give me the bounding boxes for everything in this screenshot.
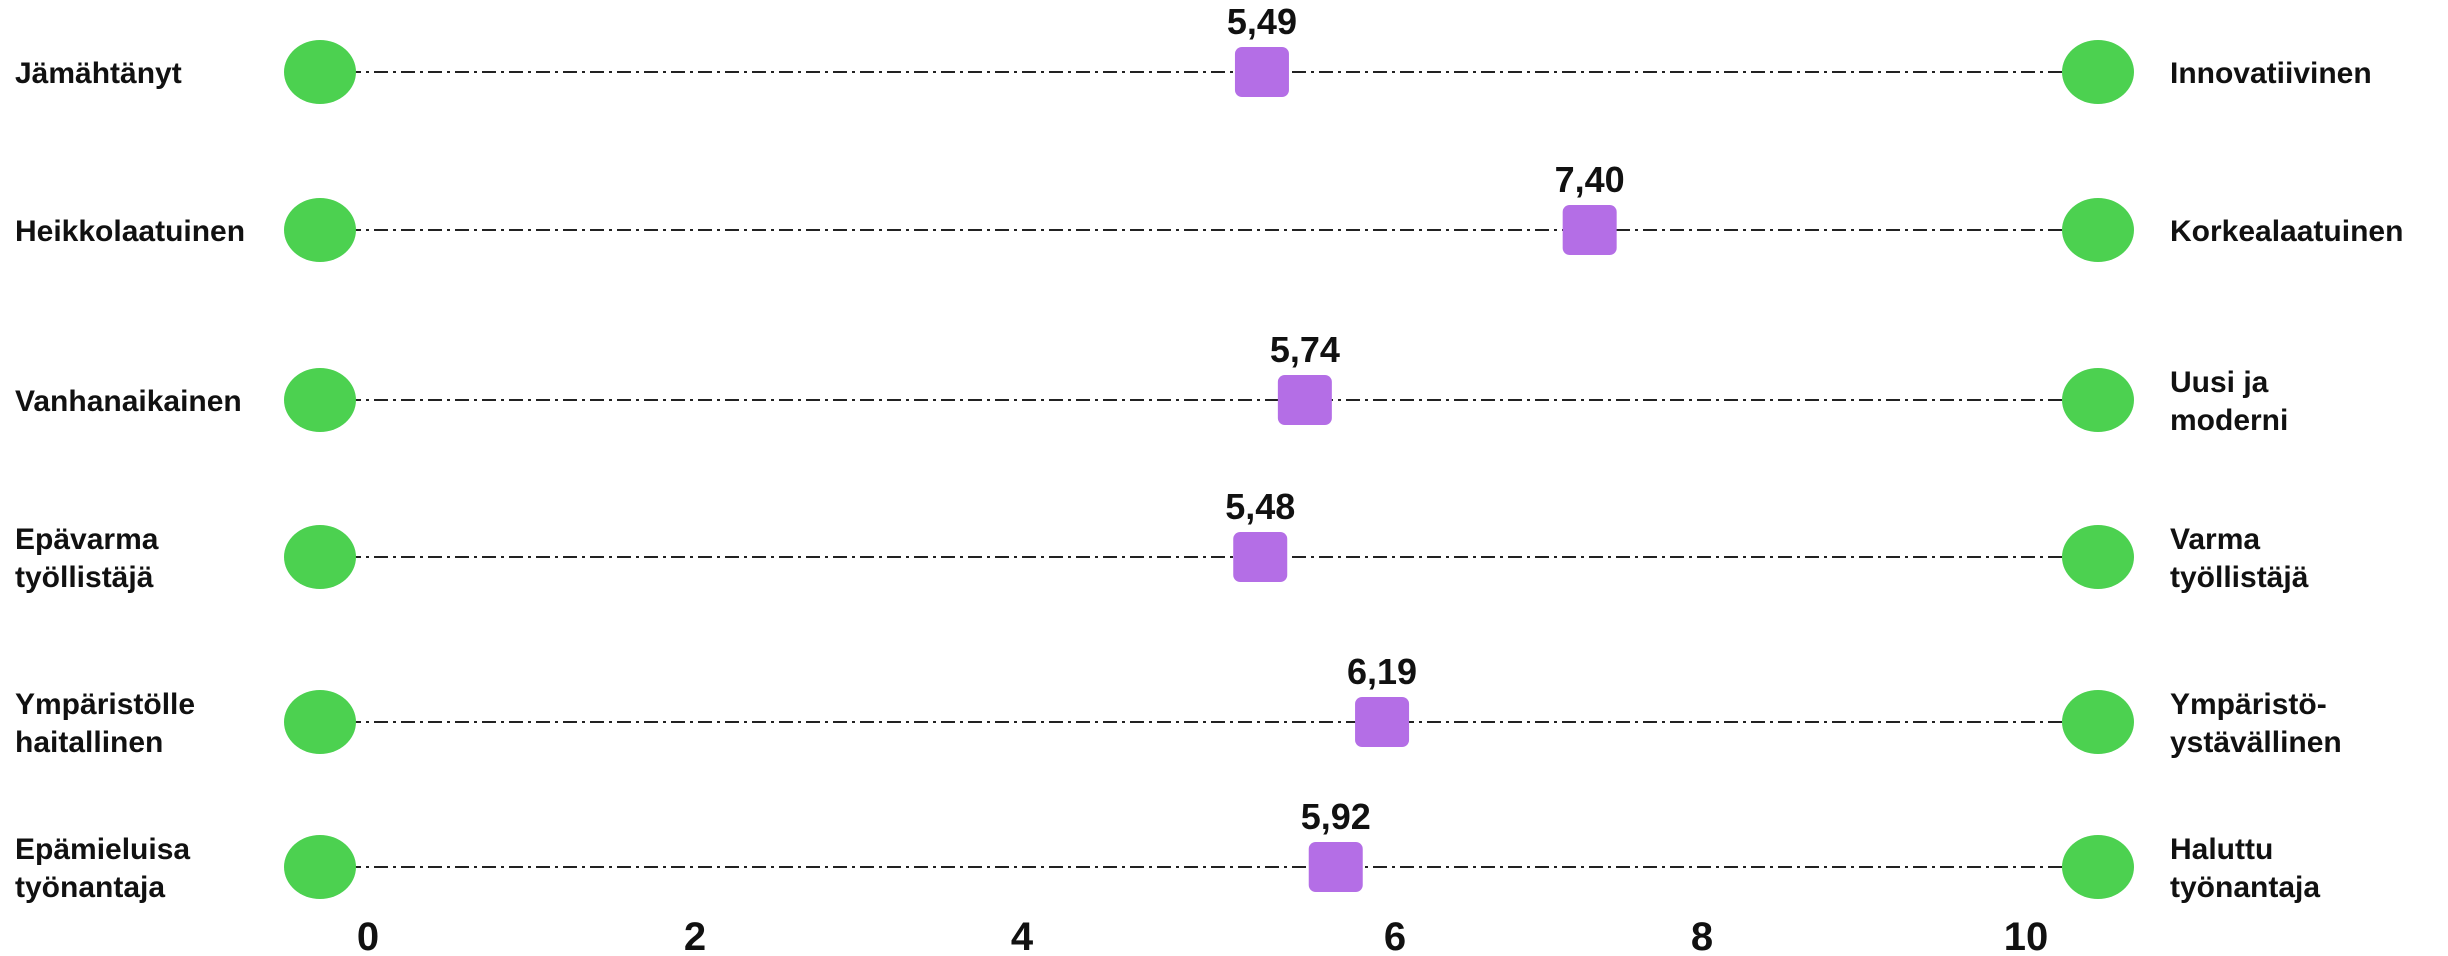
left-endpoint — [284, 525, 356, 589]
right-endpoint — [2062, 40, 2134, 104]
left-pole-label: Epävarma työllistäjä — [15, 523, 159, 594]
right-endpoint — [2062, 368, 2134, 432]
right-pole-label: Korkealaatuinen — [2170, 215, 2403, 248]
left-endpoint — [284, 835, 356, 899]
value-label: 5,92 — [1301, 796, 1371, 837]
x-tick-label: 2 — [684, 915, 706, 956]
left-pole-label: Ympäristölle haitallinen — [15, 688, 195, 759]
right-pole-label: Haluttu työnantaja — [2170, 833, 2320, 904]
right-pole-label: Ympäristö-ystävällinen — [2170, 688, 2342, 759]
scale-row: 5,92 Epämieluisa työnantaja Haluttu työnanta… — [15, 796, 2320, 904]
left-endpoint — [284, 198, 356, 262]
scale-row: 5,49 Jämähtänyt Innovatiivinen — [15, 1, 2372, 104]
left-pole-label: Epämieluisa työnantaja — [15, 833, 190, 904]
value-marker — [1562, 205, 1617, 255]
value-marker — [1277, 375, 1332, 425]
right-endpoint — [2062, 198, 2134, 262]
scale-row: 6,19 Ympäristölle haitallinen Ympäristö-yst… — [15, 651, 2342, 759]
value-label: 6,19 — [1347, 651, 1417, 692]
value-marker — [1355, 697, 1410, 747]
left-pole-label: Vanhanaikainen — [15, 385, 242, 418]
left-endpoint — [284, 40, 356, 104]
right-endpoint — [2062, 525, 2134, 589]
scale-row: 5,74 Vanhanaikainen Uusi ja moderni — [15, 329, 2288, 437]
left-pole-label: Heikkolaatuinen — [15, 215, 245, 248]
x-tick-label: 6 — [1384, 915, 1406, 956]
left-pole-label: Jämähtänyt — [15, 57, 182, 90]
left-endpoint — [284, 690, 356, 754]
scale-row: 5,48 Epävarma työllistäjä Varma työllistäjä — [15, 486, 2309, 594]
scale-row: 7,40 Heikkolaatuinen Korkealaatuinen — [15, 159, 2403, 262]
value-marker — [1234, 47, 1289, 97]
left-endpoint — [284, 368, 356, 432]
right-pole-label: Innovatiivinen — [2170, 57, 2372, 90]
value-marker — [1308, 842, 1363, 892]
x-tick-label: 8 — [1691, 915, 1713, 956]
x-tick-label: 4 — [1011, 915, 1034, 956]
value-label: 5,48 — [1225, 486, 1295, 527]
value-marker — [1233, 532, 1288, 582]
value-label: 7,40 — [1555, 159, 1625, 200]
right-endpoint — [2062, 835, 2134, 899]
x-tick-label: 10 — [2004, 915, 2049, 956]
x-tick-label: 0 — [357, 915, 379, 956]
right-endpoint — [2062, 690, 2134, 754]
value-label: 5,49 — [1227, 1, 1297, 42]
right-pole-label: Varma työllistäjä — [2170, 523, 2309, 594]
value-label: 5,74 — [1270, 329, 1340, 370]
right-pole-label: Uusi ja moderni — [2170, 366, 2288, 437]
